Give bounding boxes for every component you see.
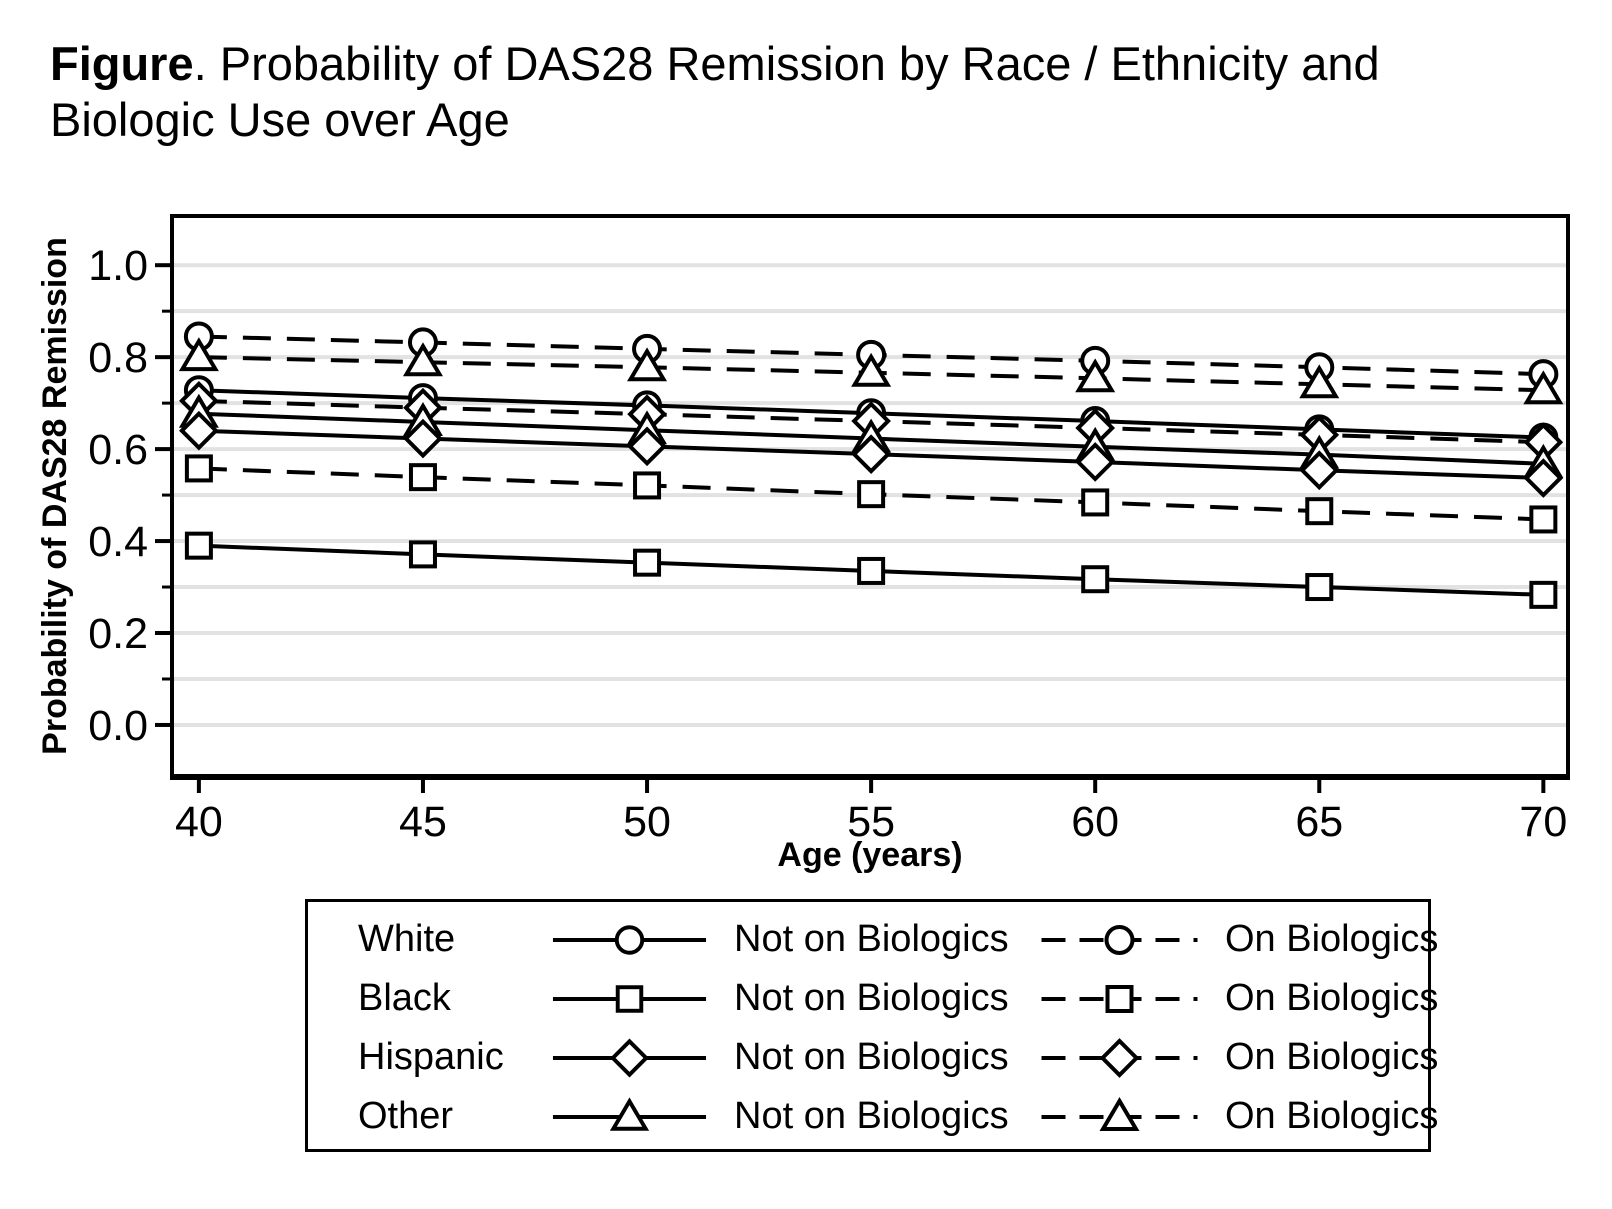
marker-black-not-on-biologics xyxy=(1081,565,1110,594)
y-tick-label: 1.0 xyxy=(88,242,148,290)
legend-row-hispanic: Hispanic Not on Biologics On Biologics xyxy=(308,1028,1438,1087)
diamond-marker-dashed-sample-icon xyxy=(1041,1037,1198,1078)
legend-on-biologics-label: On Biologics xyxy=(1225,977,1439,1019)
y-tick-label: 0.8 xyxy=(88,334,148,382)
figure-title-line1: . Probability of DAS28 Remission by Race… xyxy=(193,37,1380,90)
y-tick-label: 0.2 xyxy=(88,610,148,658)
triangle-marker-icon xyxy=(609,1096,650,1131)
marker-black-on-biologics xyxy=(857,480,886,509)
legend-on-biologics-label: On Biologics xyxy=(1225,918,1439,960)
legend-race-label-black: Black xyxy=(358,977,451,1019)
tick-labels: 0.0 0.2 0.4 0.6 0.8 1.0 40 45 50 55 60 65 70 xyxy=(88,242,1567,846)
legend-not-on-biologics-label: Not on Biologics xyxy=(734,1036,1009,1078)
legend-row-other: Other Not on Biologics On Biologics xyxy=(308,1087,1438,1146)
figure-title-prefix: Figure xyxy=(50,37,194,90)
x-tick-label: 45 xyxy=(399,798,447,846)
diamond-marker-icon xyxy=(1099,1037,1140,1078)
square-marker-icon xyxy=(615,984,644,1013)
marker-black-on-biologics xyxy=(1305,497,1334,526)
marker-black-not-on-biologics xyxy=(633,548,662,577)
circle-marker-dashed-sample-icon xyxy=(1041,924,1198,955)
figure-title-line2: Biologic Use over Age xyxy=(50,93,510,146)
legend-on-biologics-label: On Biologics xyxy=(1225,1036,1439,1078)
marker-other-on-biologics xyxy=(402,342,443,377)
marker-other-on-biologics xyxy=(1075,358,1116,393)
marker-black-not-on-biologics xyxy=(408,540,437,569)
x-tick-label: 55 xyxy=(847,798,895,846)
marker-other-on-biologics xyxy=(627,347,668,382)
circle-marker-icon xyxy=(614,924,645,955)
y-tick-label: 0.4 xyxy=(88,518,148,566)
legend-race-label-hispanic: Hispanic xyxy=(358,1036,504,1078)
y-tick-label: 0.6 xyxy=(88,426,148,474)
x-tick-label: 40 xyxy=(175,798,223,846)
figure-title: Figure. Probability of DAS28 Remission b… xyxy=(50,36,1380,148)
square-marker-icon xyxy=(1105,984,1134,1013)
marker-hispanic-not-on-biologics xyxy=(403,418,443,459)
legend-not-on-biologics-label: Not on Biologics xyxy=(734,918,1009,960)
marker-black-not-on-biologics xyxy=(1529,580,1558,609)
axis-ticks xyxy=(155,263,1546,793)
diamond-marker-icon xyxy=(610,1038,649,1077)
marker-hispanic-not-on-biologics xyxy=(179,410,219,451)
legend-on-biologics-label: On Biologics xyxy=(1225,1095,1439,1137)
legend-race-label-white: White xyxy=(358,918,456,960)
marker-black-not-on-biologics xyxy=(857,556,886,585)
marker-hispanic-not-on-biologics xyxy=(1075,442,1116,482)
triangle-marker-icon xyxy=(1099,1096,1140,1131)
marker-hispanic-not-on-biologics xyxy=(1299,450,1340,491)
circle-marker-icon xyxy=(1104,924,1135,955)
marker-black-on-biologics xyxy=(408,463,437,492)
marker-black-on-biologics xyxy=(1529,505,1558,534)
legend-box: White Not on Biologics On Biologics Blac… xyxy=(305,899,1438,1152)
legend-row-black: Black Not on Biologics On Biologics xyxy=(308,969,1438,1028)
legend-row-white: White Not on Biologics On Biologics xyxy=(308,910,1438,969)
marker-hispanic-not-on-biologics xyxy=(1523,458,1564,498)
y-axis-label: Probability of DAS28 Remission xyxy=(36,237,74,755)
marker-other-on-biologics xyxy=(851,352,892,387)
marker-other-on-biologics xyxy=(178,337,219,372)
marker-hispanic-not-on-biologics xyxy=(851,434,891,474)
marker-black-not-on-biologics xyxy=(184,531,213,560)
circle-marker-solid-sample-icon xyxy=(552,924,707,955)
x-axis-label: Age (years) xyxy=(777,836,962,874)
y-tick-label: 0.0 xyxy=(88,702,148,750)
marker-other-on-biologics xyxy=(1299,364,1340,399)
triangle-marker-solid-sample-icon xyxy=(552,1096,707,1131)
x-tick-label: 65 xyxy=(1295,798,1343,846)
marker-other-on-biologics xyxy=(1523,370,1564,405)
x-tick-label: 60 xyxy=(1071,798,1119,846)
series-lines xyxy=(178,321,1564,609)
square-marker-dashed-sample-icon xyxy=(1041,984,1198,1013)
marker-hispanic-not-on-biologics xyxy=(627,426,667,467)
diamond-marker-solid-sample-icon xyxy=(552,1038,707,1077)
marker-black-on-biologics xyxy=(1081,488,1110,517)
marker-black-not-on-biologics xyxy=(1305,573,1334,602)
legend-not-on-biologics-label: Not on Biologics xyxy=(734,1095,1009,1137)
square-marker-solid-sample-icon xyxy=(552,984,707,1013)
marker-black-on-biologics xyxy=(184,454,213,483)
x-tick-label: 70 xyxy=(1519,798,1567,846)
triangle-marker-dashed-sample-icon xyxy=(1041,1096,1198,1131)
legend-race-label-other: Other xyxy=(358,1095,454,1137)
legend-not-on-biologics-label: Not on Biologics xyxy=(734,977,1009,1019)
x-tick-label: 50 xyxy=(623,798,671,846)
marker-black-on-biologics xyxy=(633,471,662,500)
